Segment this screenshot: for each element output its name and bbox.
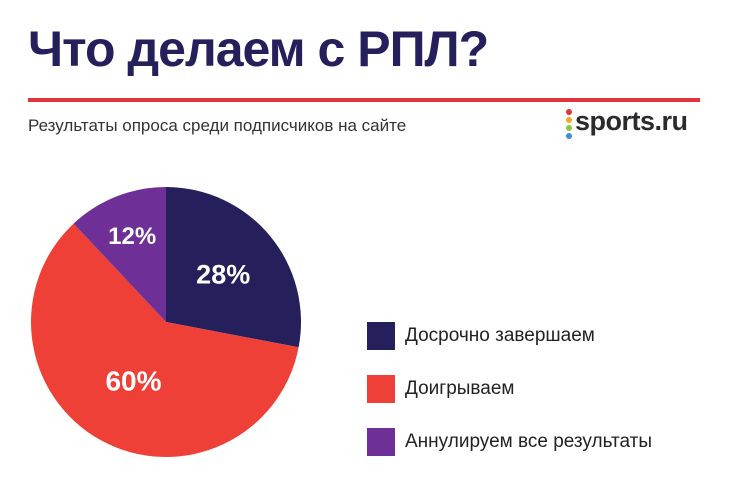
chart-subtitle: Результаты опроса среди подписчиков на с… [28, 116, 407, 135]
title-divider [28, 98, 700, 102]
logo-dot [566, 117, 572, 123]
logo-dots-icon [566, 109, 574, 139]
page-title: Что делаем с РПЛ? [28, 21, 489, 77]
legend-label: Доигрываем [405, 378, 515, 399]
sports-ru-logo: sports.ru [566, 106, 706, 142]
pie-slice [73, 187, 166, 322]
legend-swatch [367, 428, 395, 456]
logo-dot [566, 133, 572, 139]
pie-slice [30, 223, 299, 457]
legend-swatch [367, 322, 395, 350]
slice-data-label: 60% [105, 366, 161, 397]
slice-data-label: 28% [196, 260, 250, 290]
slice-data-label: 12% [108, 223, 156, 250]
pie-slice [166, 187, 301, 348]
legend-label: Досрочно завершаем [405, 325, 595, 346]
logo-dot [566, 109, 572, 115]
logo-text: sports.ru [575, 106, 688, 136]
legend-swatch [367, 375, 395, 403]
legend-label: Аннулируем все результаты [405, 431, 653, 452]
logo-dot [566, 125, 572, 131]
